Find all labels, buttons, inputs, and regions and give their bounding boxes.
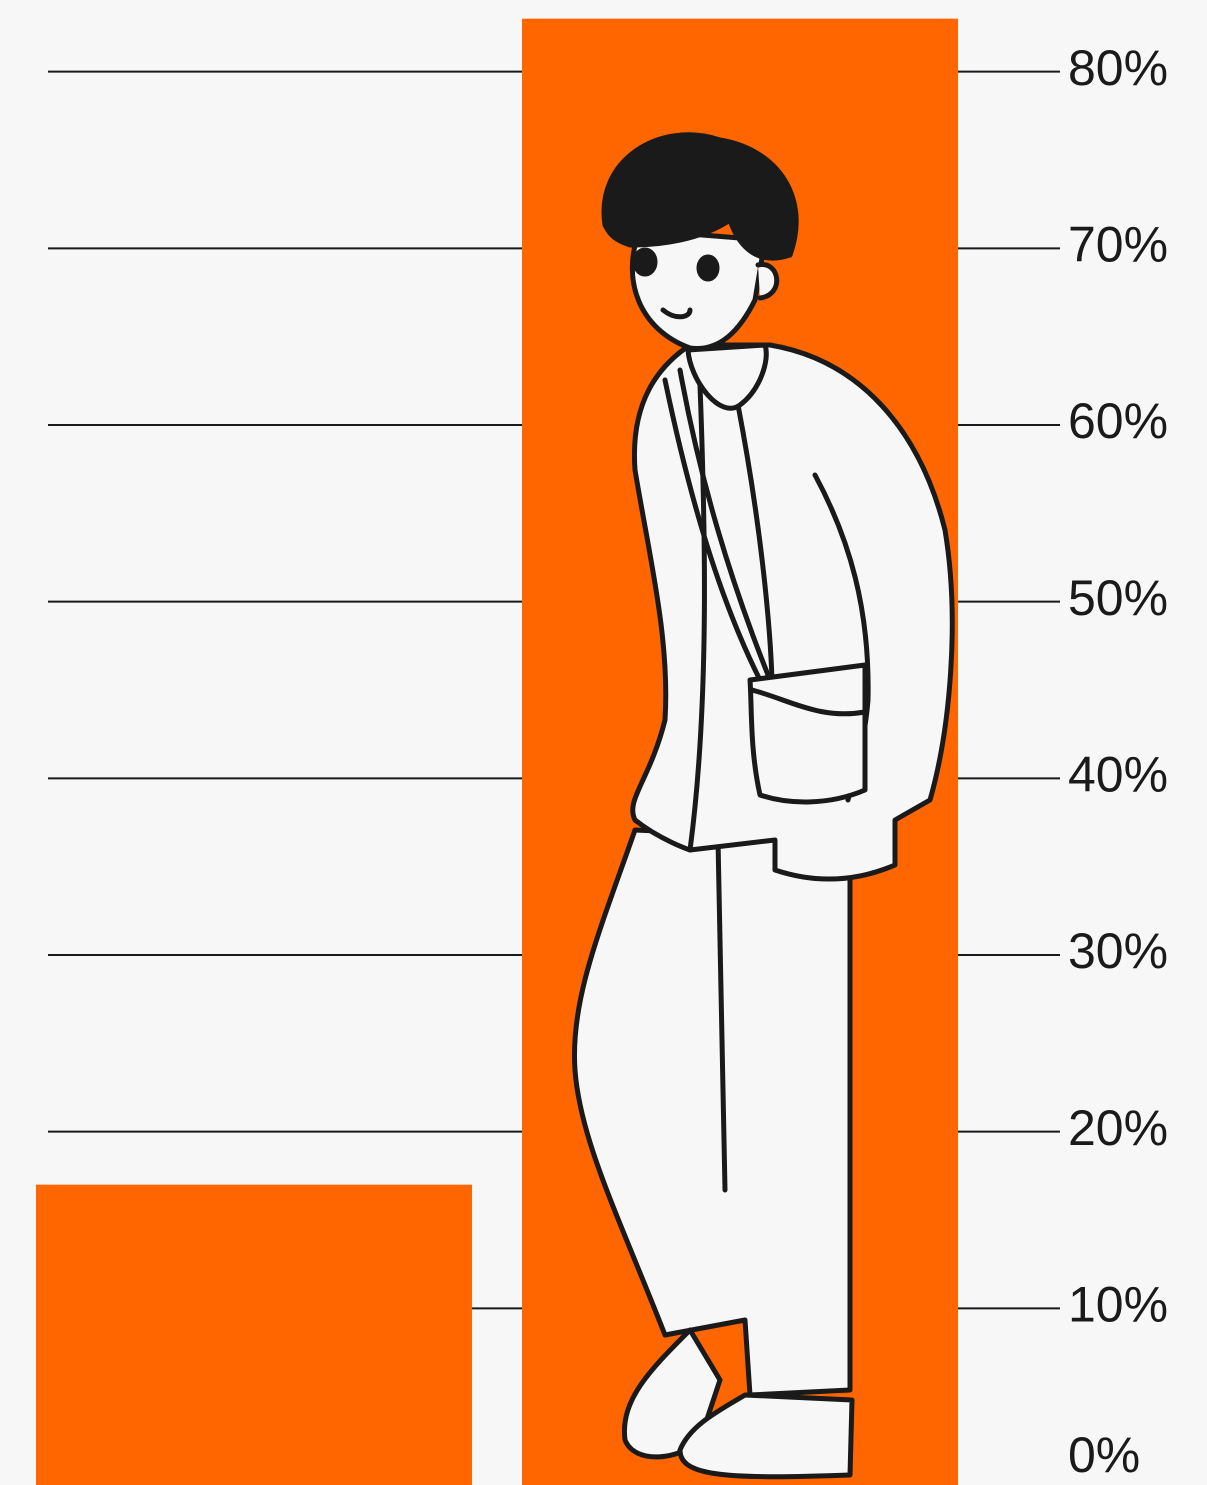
- bar: [36, 1184, 472, 1485]
- y-tick-label: 60%: [1068, 393, 1168, 449]
- y-tick-label: 70%: [1068, 217, 1168, 273]
- y-tick-label: 0%: [1068, 1427, 1140, 1483]
- labels: 0% 10% 20% 30% 40% 50% 60% 70% 80%: [1068, 40, 1168, 1483]
- illustration: [571, 132, 955, 1480]
- y-tick-label: 30%: [1068, 923, 1168, 979]
- y-tick-label: 50%: [1068, 570, 1168, 626]
- y-tick-label: 40%: [1068, 747, 1168, 803]
- y-tick-label: 10%: [1068, 1277, 1168, 1333]
- y-tick-label: 80%: [1068, 40, 1168, 96]
- y-tick-label: 20%: [1068, 1100, 1168, 1156]
